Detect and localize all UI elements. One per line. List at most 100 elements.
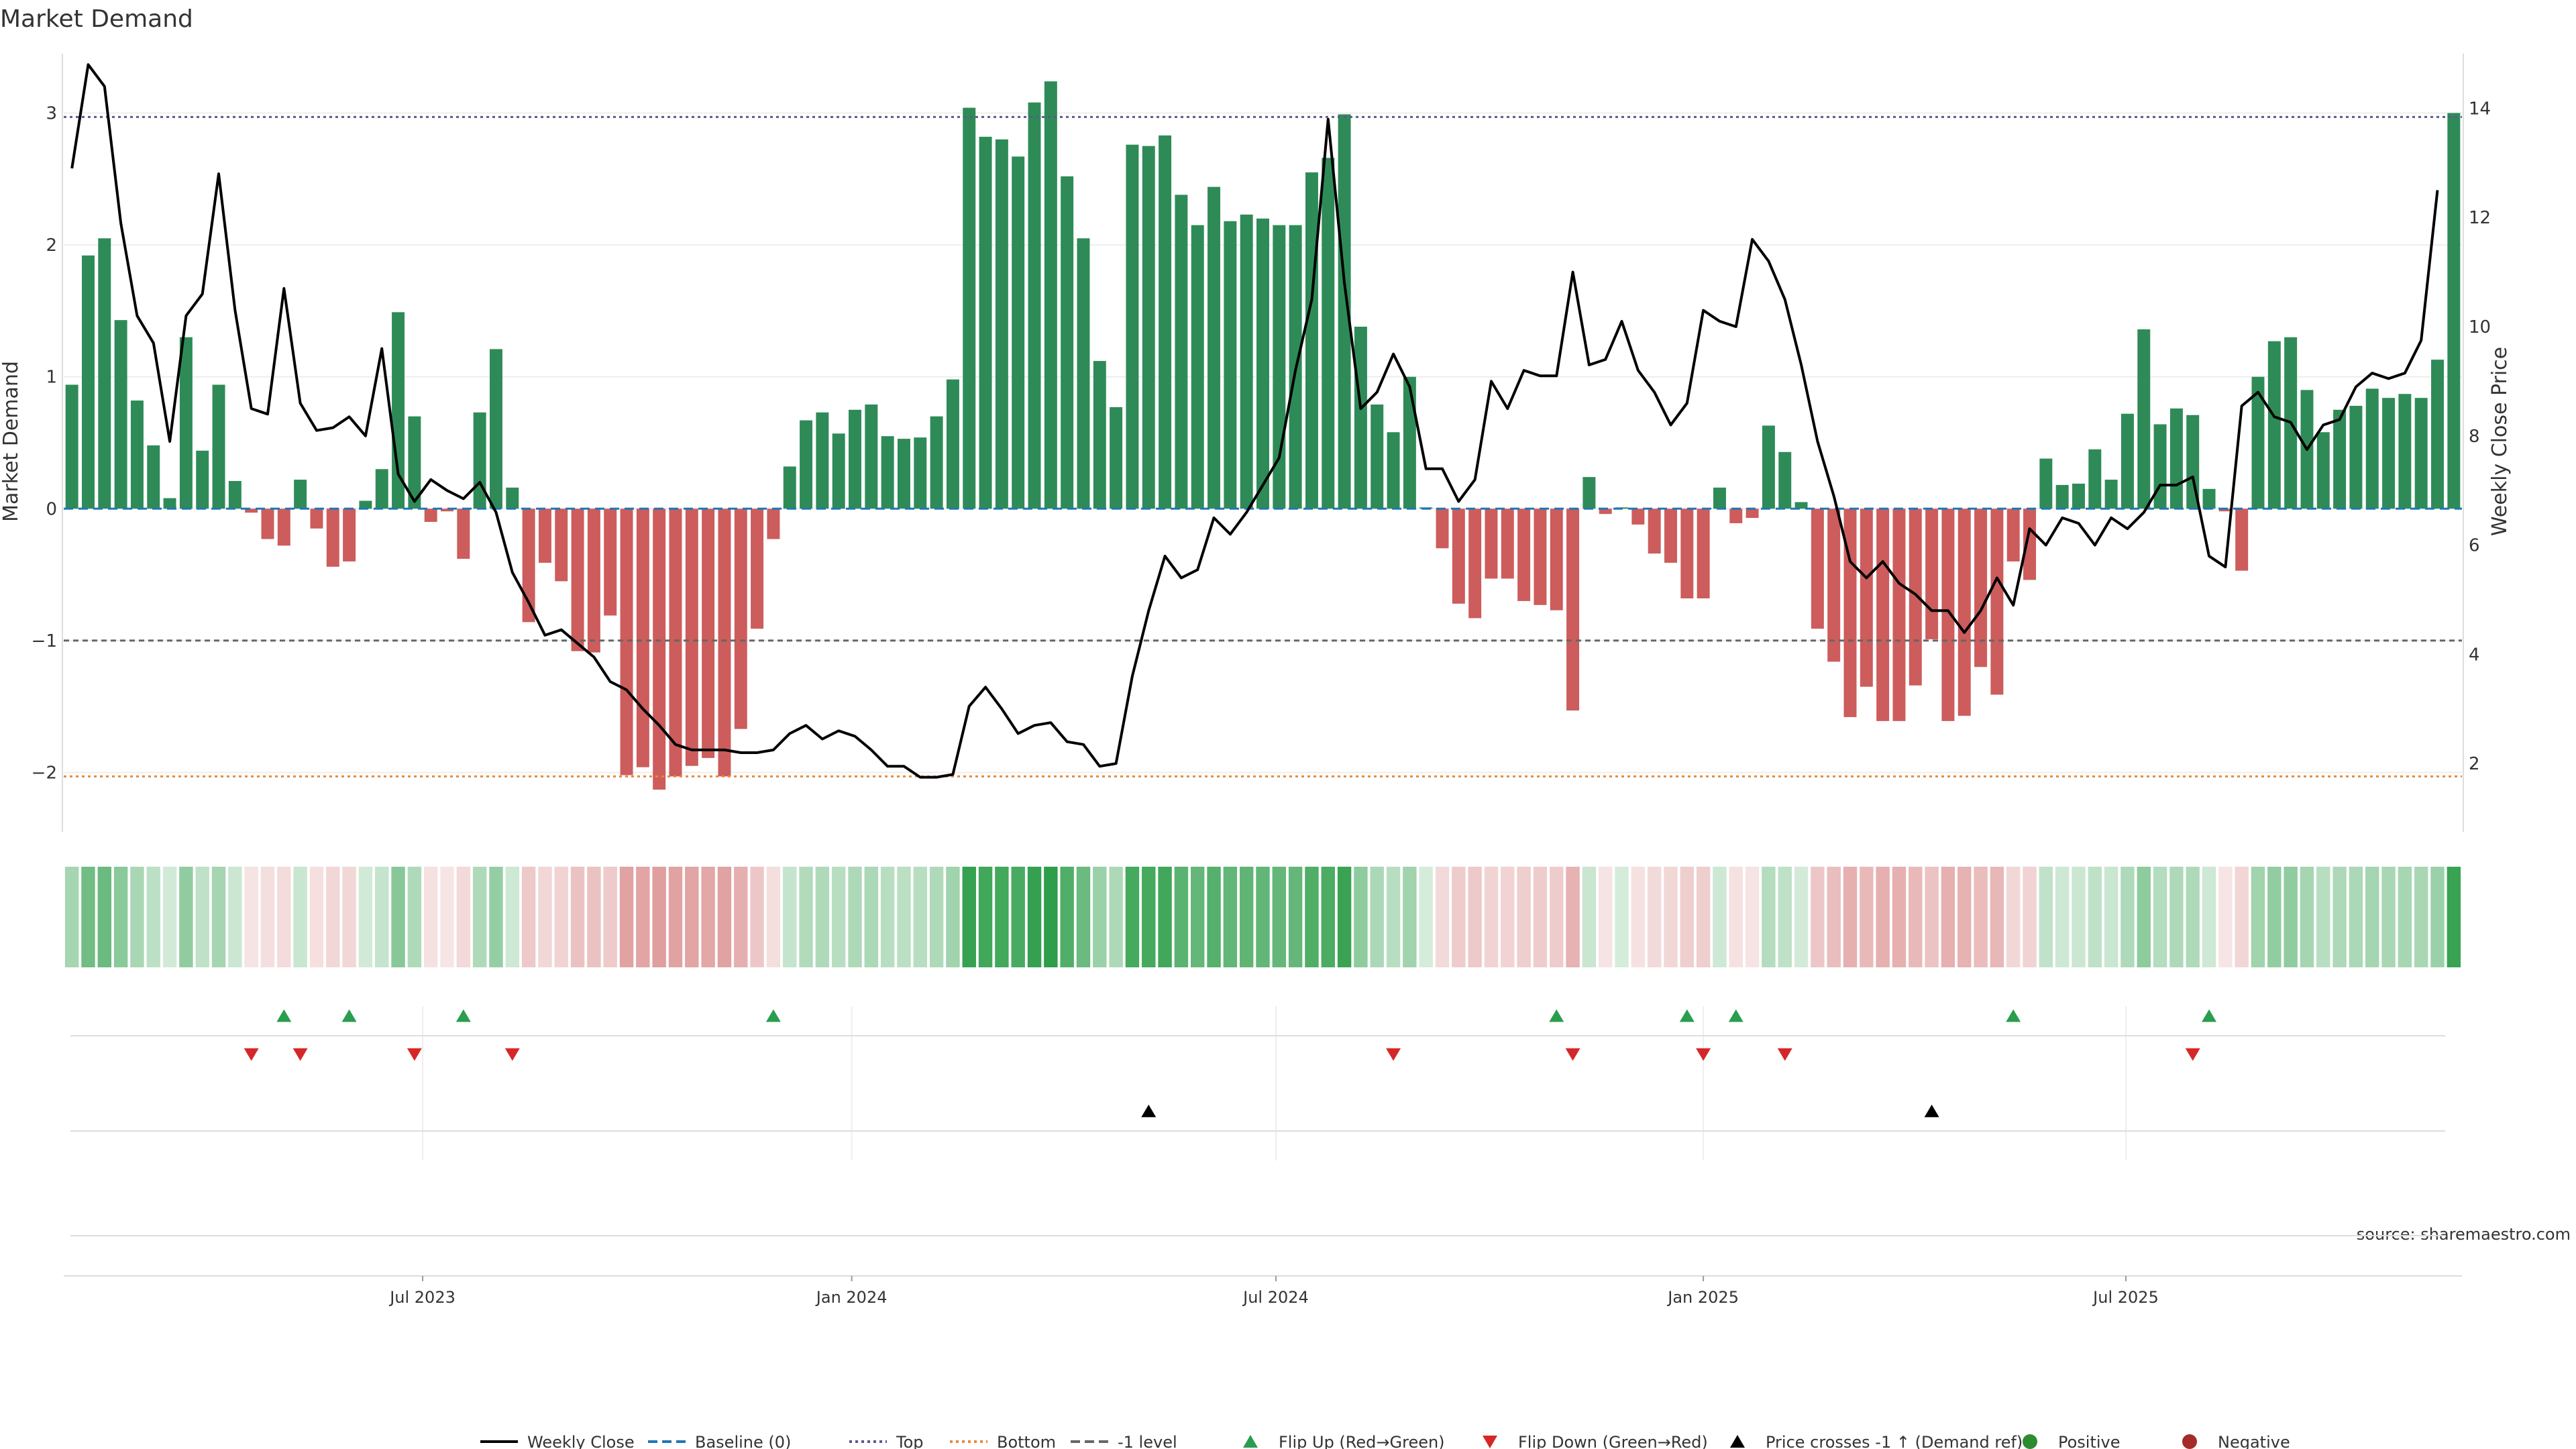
heat-cell — [326, 867, 340, 967]
demand-bar — [800, 420, 813, 509]
heat-cell — [1925, 867, 1939, 967]
legend-label: Positive — [2058, 1433, 2121, 1449]
heat-cell — [2039, 867, 2053, 967]
demand-bar — [718, 508, 731, 777]
heat-cell — [244, 867, 258, 967]
legend-item: Weekly Close — [480, 1433, 635, 1449]
demand-bar — [636, 508, 649, 767]
demand-bar — [1582, 477, 1596, 509]
heat-cell — [277, 867, 291, 967]
x-tick-label: Jan 2024 — [815, 1288, 888, 1307]
heat-cell — [1256, 867, 1270, 967]
demand-bar — [2382, 398, 2396, 509]
heat-cell — [554, 867, 568, 967]
legend-item: Bottom — [950, 1433, 1056, 1449]
demand-bar — [228, 481, 241, 509]
heat-cell — [1321, 867, 1335, 967]
heat-cell — [815, 867, 830, 967]
flip-up-marker — [455, 1009, 471, 1022]
heat-cell — [423, 867, 438, 967]
heat-cell — [636, 867, 650, 967]
legend-label: Bottom — [997, 1433, 1056, 1449]
demand-bar — [995, 139, 1008, 509]
demand-bar — [1224, 221, 1237, 509]
demand-bar — [1093, 361, 1106, 509]
demand-bar — [571, 508, 584, 651]
demand-bar — [2072, 483, 2085, 509]
demand-bar — [294, 480, 307, 509]
heat-cell — [2316, 867, 2330, 967]
legend-swatch-triangle-up — [1730, 1435, 1745, 1448]
legend-item: Negative — [2182, 1433, 2290, 1449]
demand-bar — [2153, 424, 2167, 509]
heat-cell — [962, 867, 976, 967]
demand-bar — [310, 508, 323, 529]
y-tick-label-right: 4 — [2469, 645, 2480, 665]
demand-bar — [1876, 508, 1890, 721]
demand-bar — [261, 508, 274, 539]
x-tick-label: Jul 2024 — [1242, 1288, 1309, 1307]
heat-cell — [1011, 867, 1025, 967]
y-tick-label-right: 10 — [2469, 317, 2491, 337]
demand-bar — [1126, 144, 1139, 509]
demand-bar — [2039, 458, 2053, 509]
heat-cell — [1762, 867, 1776, 967]
heat-cell — [1125, 867, 1140, 967]
heat-cell — [2381, 867, 2396, 967]
heat-cell — [1664, 867, 1678, 967]
heat-cell — [407, 867, 422, 967]
heat-cell — [1974, 867, 1988, 967]
heat-cell — [2072, 867, 2086, 967]
demand-bar — [1256, 218, 1269, 509]
heat-cell — [130, 867, 144, 967]
demand-bar — [81, 255, 95, 509]
heat-cell — [64, 867, 79, 967]
demand-bar — [2398, 394, 2412, 509]
heat-cell — [179, 867, 193, 967]
flip-down-marker — [2185, 1048, 2200, 1061]
flip-up-marker — [2202, 1009, 2217, 1022]
demand-bar — [114, 320, 127, 509]
heat-cell — [570, 867, 585, 967]
flip-up-marker — [765, 1009, 781, 1022]
heat-cell — [505, 867, 520, 967]
demand-bar — [1354, 326, 1367, 509]
heat-cell — [211, 867, 226, 967]
demand-bar — [1729, 508, 1743, 523]
demand-bar — [669, 508, 682, 777]
heat-cell — [978, 867, 993, 967]
heat-cell — [1452, 867, 1466, 967]
demand-bar — [1028, 102, 1041, 509]
heat-cell — [1892, 867, 1907, 967]
flip-up-marker — [1728, 1009, 1743, 1022]
demand-bar — [441, 508, 453, 512]
demand-bar — [1713, 487, 1726, 509]
heat-cell — [831, 867, 846, 967]
heat-cell — [1827, 867, 1841, 967]
heat-cell — [1876, 867, 1890, 967]
heat-cell — [195, 867, 209, 967]
demand-bar — [604, 508, 617, 616]
demand-bar — [685, 508, 698, 766]
heat-cell — [81, 867, 95, 967]
demand-bar — [587, 508, 600, 653]
demand-bar — [653, 508, 666, 790]
demand-bar — [1925, 508, 1939, 639]
heat-cell — [2365, 867, 2379, 967]
demand-bar — [147, 445, 160, 509]
heat-cell — [309, 867, 324, 967]
heat-cell — [2398, 867, 2412, 967]
demand-bar — [2447, 113, 2461, 509]
demand-bar — [2431, 360, 2445, 509]
heat-cell — [1517, 867, 1531, 967]
x-tick-label: Jan 2025 — [1666, 1288, 1739, 1307]
heat-cell — [1729, 867, 1743, 967]
demand-bar — [2218, 508, 2232, 512]
heat-cell — [717, 867, 732, 967]
x-tick-label: Jul 2023 — [388, 1288, 455, 1307]
demand-bar — [897, 439, 910, 509]
y-tick-label-right: 6 — [2469, 536, 2480, 556]
heat-cell — [456, 867, 471, 967]
demand-bar — [1778, 451, 1792, 509]
demand-bar — [930, 416, 943, 509]
